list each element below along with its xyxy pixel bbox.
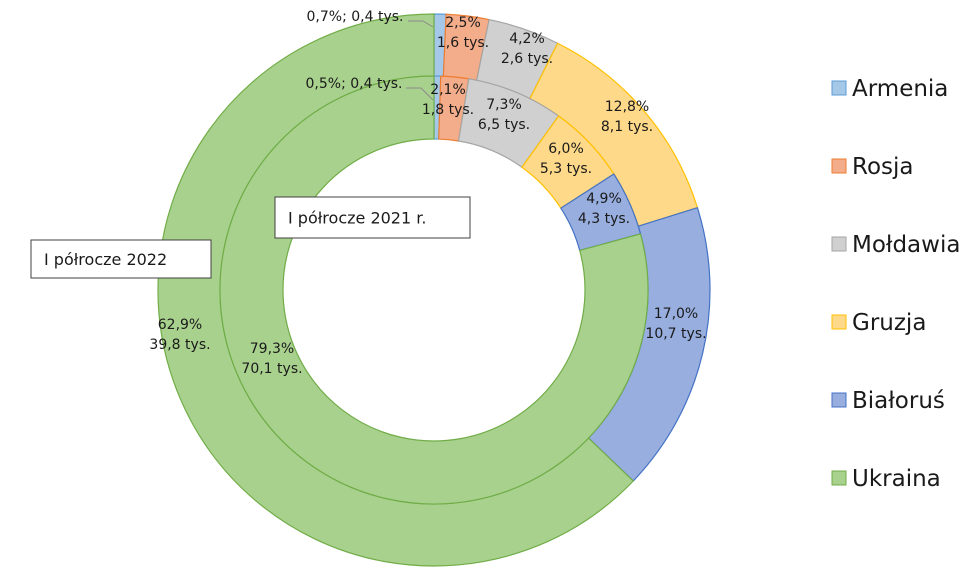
inner-leader-line	[406, 87, 434, 101]
data-labels: 0,7%; 0,4 tys. 2,5% 1,6 tys. 4,2% 2,6 tys. 12…	[149, 9, 706, 377]
legend-label: Rosja	[852, 154, 914, 180]
legend-item-gruzja: Gruzja	[831, 310, 926, 336]
legend-swatch	[831, 314, 847, 330]
legend-label: Ukraina	[852, 466, 941, 492]
series-name-outer: I półrocze 2022	[44, 250, 167, 269]
legend-item-armenia: Armenia	[831, 76, 948, 102]
series-box-inner: I półrocze 2021 r.	[274, 196, 471, 239]
outer-label-bialorus: 17,0% 10,7 tys.	[645, 306, 706, 342]
outer-label-gruzja: 12,8% 8,1 tys.	[601, 99, 653, 135]
legend-label: Mołdawia	[852, 232, 960, 258]
inner-label-armenia: 0,5%; 0,4 tys.	[306, 76, 403, 92]
inner-label-gruzja: 6,0% 5,3 tys.	[540, 141, 592, 177]
outer-label-ukraina: 62,9% 39,8 tys.	[149, 317, 210, 353]
legend-item-ukraina: Ukraina	[831, 466, 941, 492]
legend-item-bialorus: Białoruś	[831, 388, 945, 414]
outer-label-moldawia: 4,2% 2,6 tys.	[501, 31, 553, 67]
inner-label-ukraina: 79,3% 70,1 tys.	[241, 341, 302, 377]
inner-label-rosja: 2,1% 1,8 tys.	[422, 82, 474, 118]
inner-slice-ukraina	[219, 75, 649, 505]
legend-label: Białoruś	[852, 388, 945, 414]
inner-label-bialorus: 4,9% 4,3 tys.	[578, 191, 630, 227]
legend-swatch	[831, 392, 847, 408]
leader-lines	[406, 20, 434, 101]
legend-item-rosja: Rosja	[831, 154, 914, 180]
legend-item-moldawia: Mołdawia	[831, 232, 960, 258]
series-box-outer: I półrocze 2022	[30, 239, 212, 279]
outer-leader-line	[408, 20, 434, 28]
legend-swatch	[831, 158, 847, 174]
legend-swatch	[831, 236, 847, 252]
donut-rings	[157, 13, 711, 567]
chart-legend: Armenia Rosja Mołdawia Gruzja Białoruś Ukrain…	[831, 76, 960, 492]
outer-label-armenia: 0,7%; 0,4 tys.	[307, 9, 404, 25]
legend-label: Armenia	[852, 76, 948, 102]
outer-label-rosja: 2,5% 1,6 tys.	[437, 15, 489, 51]
inner-label-moldawia: 7,3% 6,5 tys.	[478, 97, 530, 133]
series-name-boxes: I półrocze 2022 I półrocze 2021 r.	[30, 196, 471, 279]
legend-label: Gruzja	[852, 310, 926, 336]
legend-swatch	[831, 470, 847, 486]
series-name-inner: I półrocze 2021 r.	[288, 209, 426, 228]
legend-swatch	[831, 80, 847, 96]
